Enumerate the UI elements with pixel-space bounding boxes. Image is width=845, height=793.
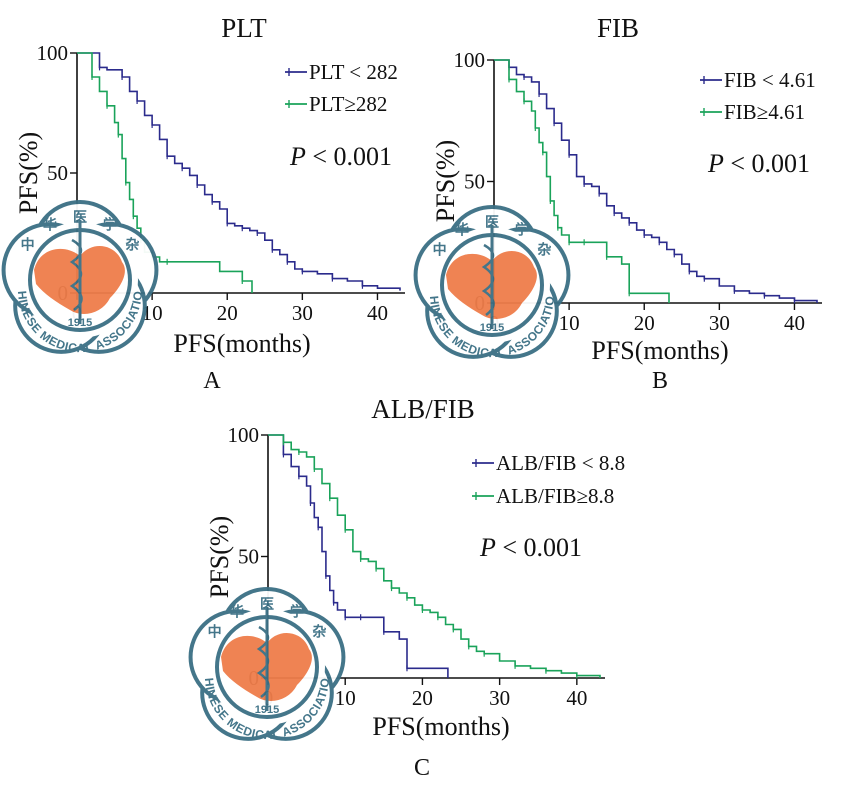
y-tick-label: 100 bbox=[228, 423, 260, 447]
x-tick-label: 30 bbox=[489, 686, 510, 710]
watermark-char: 医 bbox=[260, 596, 274, 612]
panel-a: PLT050100010203040PFS(months)PFS(%)PLT <… bbox=[14, 13, 405, 394]
y-tick-label: 50 bbox=[464, 170, 485, 194]
x-axis-label: PFS(months) bbox=[173, 329, 310, 358]
chart-title: PLT bbox=[221, 13, 267, 43]
legend-label: ALB/FIB≥8.8 bbox=[496, 484, 614, 508]
x-tick-label: 30 bbox=[292, 301, 313, 325]
watermark-char: 中 bbox=[21, 236, 35, 252]
watermark-char: 医 bbox=[73, 209, 87, 225]
legend-label: FIB < 4.61 bbox=[724, 68, 816, 92]
x-tick-label: 30 bbox=[709, 311, 730, 335]
y-tick-label: 100 bbox=[37, 41, 69, 65]
x-tick-label: 10 bbox=[559, 311, 580, 335]
x-tick-label: 20 bbox=[412, 686, 433, 710]
y-tick-label: 50 bbox=[238, 545, 259, 569]
y-axis-label: PFS(%) bbox=[205, 516, 234, 598]
panel-letter: A bbox=[203, 368, 221, 394]
x-tick-label: 10 bbox=[335, 686, 356, 710]
chart-title: FIB bbox=[597, 13, 639, 43]
legend-label: PLT≥282 bbox=[309, 92, 387, 116]
legend-label: FIB≥4.61 bbox=[724, 100, 805, 124]
legend-label: PLT < 282 bbox=[309, 60, 398, 84]
x-tick-label: 20 bbox=[217, 301, 238, 325]
x-tick-label: 10 bbox=[142, 301, 163, 325]
watermark-char: 医 bbox=[485, 214, 499, 230]
chart-title: ALB/FIB bbox=[371, 394, 475, 424]
p-value: P < 0.001 bbox=[707, 149, 810, 178]
y-tick-label: 100 bbox=[454, 48, 486, 72]
p-value: P < 0.001 bbox=[479, 533, 582, 562]
watermark-2: 中华医学杂CHINESE MEDICAL ASSOCIATION1915 bbox=[0, 0, 346, 742]
watermark-char: 杂 bbox=[125, 236, 139, 252]
watermark-char: 中 bbox=[433, 241, 447, 257]
panel-letter: C bbox=[414, 755, 430, 781]
watermark-year: 1915 bbox=[68, 317, 92, 329]
panel-letter: B bbox=[652, 368, 668, 394]
x-tick-label: 40 bbox=[566, 686, 587, 710]
series-line-1 bbox=[494, 59, 670, 303]
series-line-0 bbox=[77, 52, 401, 291]
watermark-char: 华 bbox=[43, 216, 57, 232]
legend-label: ALB/FIB < 8.8 bbox=[496, 451, 625, 475]
x-tick-label: 20 bbox=[634, 311, 655, 335]
watermark-year: 1915 bbox=[480, 322, 504, 334]
watermark-char: 学 bbox=[515, 221, 529, 237]
y-tick-label: 50 bbox=[47, 161, 68, 185]
watermark-char: 华 bbox=[455, 221, 469, 237]
p-value: P < 0.001 bbox=[289, 142, 392, 171]
watermark-char: 华 bbox=[230, 603, 244, 619]
x-axis-label: PFS(months) bbox=[372, 712, 509, 741]
y-axis-label: PFS(%) bbox=[14, 132, 43, 214]
watermark-char: 学 bbox=[290, 603, 304, 619]
watermark-year: 1915 bbox=[255, 704, 279, 716]
x-axis-label: PFS(months) bbox=[591, 336, 728, 365]
panel-c: ALB/FIB050100010203040PFS(months)PFS(%)A… bbox=[205, 394, 625, 781]
y-axis-label: PFS(%) bbox=[431, 140, 460, 222]
watermark-char: 学 bbox=[103, 216, 117, 232]
watermark-char: 杂 bbox=[537, 241, 551, 257]
x-tick-label: 40 bbox=[784, 311, 805, 335]
watermark-char: 中 bbox=[208, 623, 222, 639]
watermark-char: 杂 bbox=[312, 623, 326, 639]
x-tick-label: 40 bbox=[367, 301, 388, 325]
series-line-0 bbox=[268, 434, 449, 678]
